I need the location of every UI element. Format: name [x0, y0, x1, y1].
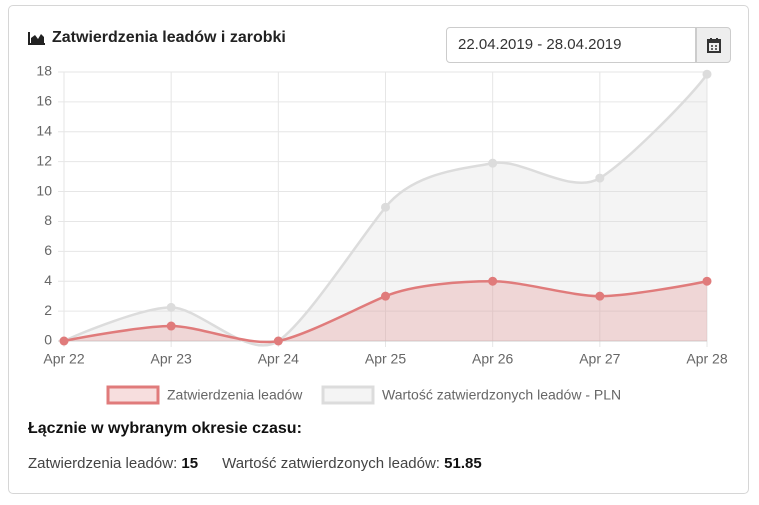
date-range-input[interactable]: 22.04.2019 - 28.04.2019 — [446, 27, 696, 63]
legend-label: Zatwierdzenia leadów — [167, 387, 303, 403]
y-tick-label: 0 — [44, 332, 52, 348]
point — [273, 336, 283, 346]
legend-swatch — [106, 385, 160, 405]
point — [595, 173, 605, 183]
summary-item: Wartość zatwierdzonych leadów: 51.85 — [222, 455, 482, 472]
x-tick-label: Apr 26 — [472, 351, 513, 367]
point — [166, 302, 176, 312]
card — [8, 5, 749, 494]
y-tick-label: 16 — [36, 93, 52, 109]
y-tick-label: 2 — [44, 302, 52, 318]
point — [702, 276, 712, 286]
summary-value: 51.85 — [444, 455, 482, 472]
y-tick-label: 18 — [36, 63, 52, 79]
y-tick-label: 4 — [44, 272, 52, 288]
calendar-button[interactable] — [696, 27, 731, 63]
point — [488, 276, 498, 286]
point — [381, 202, 390, 212]
x-tick-label: Apr 25 — [365, 351, 406, 367]
y-tick-label: 10 — [36, 182, 52, 198]
point — [59, 336, 69, 346]
point — [702, 69, 712, 79]
title-text: Zatwierdzenia leadów i zarobki — [52, 29, 286, 46]
y-tick-label: 8 — [44, 212, 52, 228]
legend-swatch — [321, 385, 375, 405]
summary-item: Zatwierdzenia leadów: 15 — [28, 455, 198, 472]
legend-label: Wartość zatwierdzonych leadów - PLN — [382, 387, 621, 403]
x-tick-label: Apr 23 — [151, 351, 192, 367]
point — [488, 158, 498, 168]
y-tick-label: 6 — [44, 242, 52, 258]
x-tick-label: Apr 24 — [258, 351, 299, 367]
area — [64, 281, 707, 343]
chart-icon — [28, 32, 45, 45]
summary-label: Zatwierdzenia leadów: — [28, 455, 178, 472]
point — [166, 321, 176, 331]
x-tick-label: Apr 22 — [43, 351, 84, 367]
point — [381, 291, 390, 301]
calendar-icon — [706, 37, 721, 53]
chart: 0 2 4 6 8 10 12 14 16 18 Apr 22 Apr 23 Apr 24 Apr 25 A… — [36, 63, 728, 405]
summary-value: 15 — [181, 455, 199, 472]
x-tick-label: Apr 28 — [686, 351, 727, 367]
card-title: Zatwierdzenia leadów i zarobki — [28, 29, 286, 47]
summary: Zatwierdzenia leadów: 15 Wartość zatwier… — [28, 455, 482, 472]
summary-heading: Łącznie w wybranym okresie czasu: — [28, 420, 302, 437]
summary-label: Wartość zatwierdzonych leadów: — [222, 455, 440, 472]
point — [595, 291, 605, 301]
y-tick-label: 12 — [36, 152, 52, 168]
x-tick-label: Apr 27 — [579, 351, 620, 367]
y-tick-label: 14 — [36, 122, 52, 138]
